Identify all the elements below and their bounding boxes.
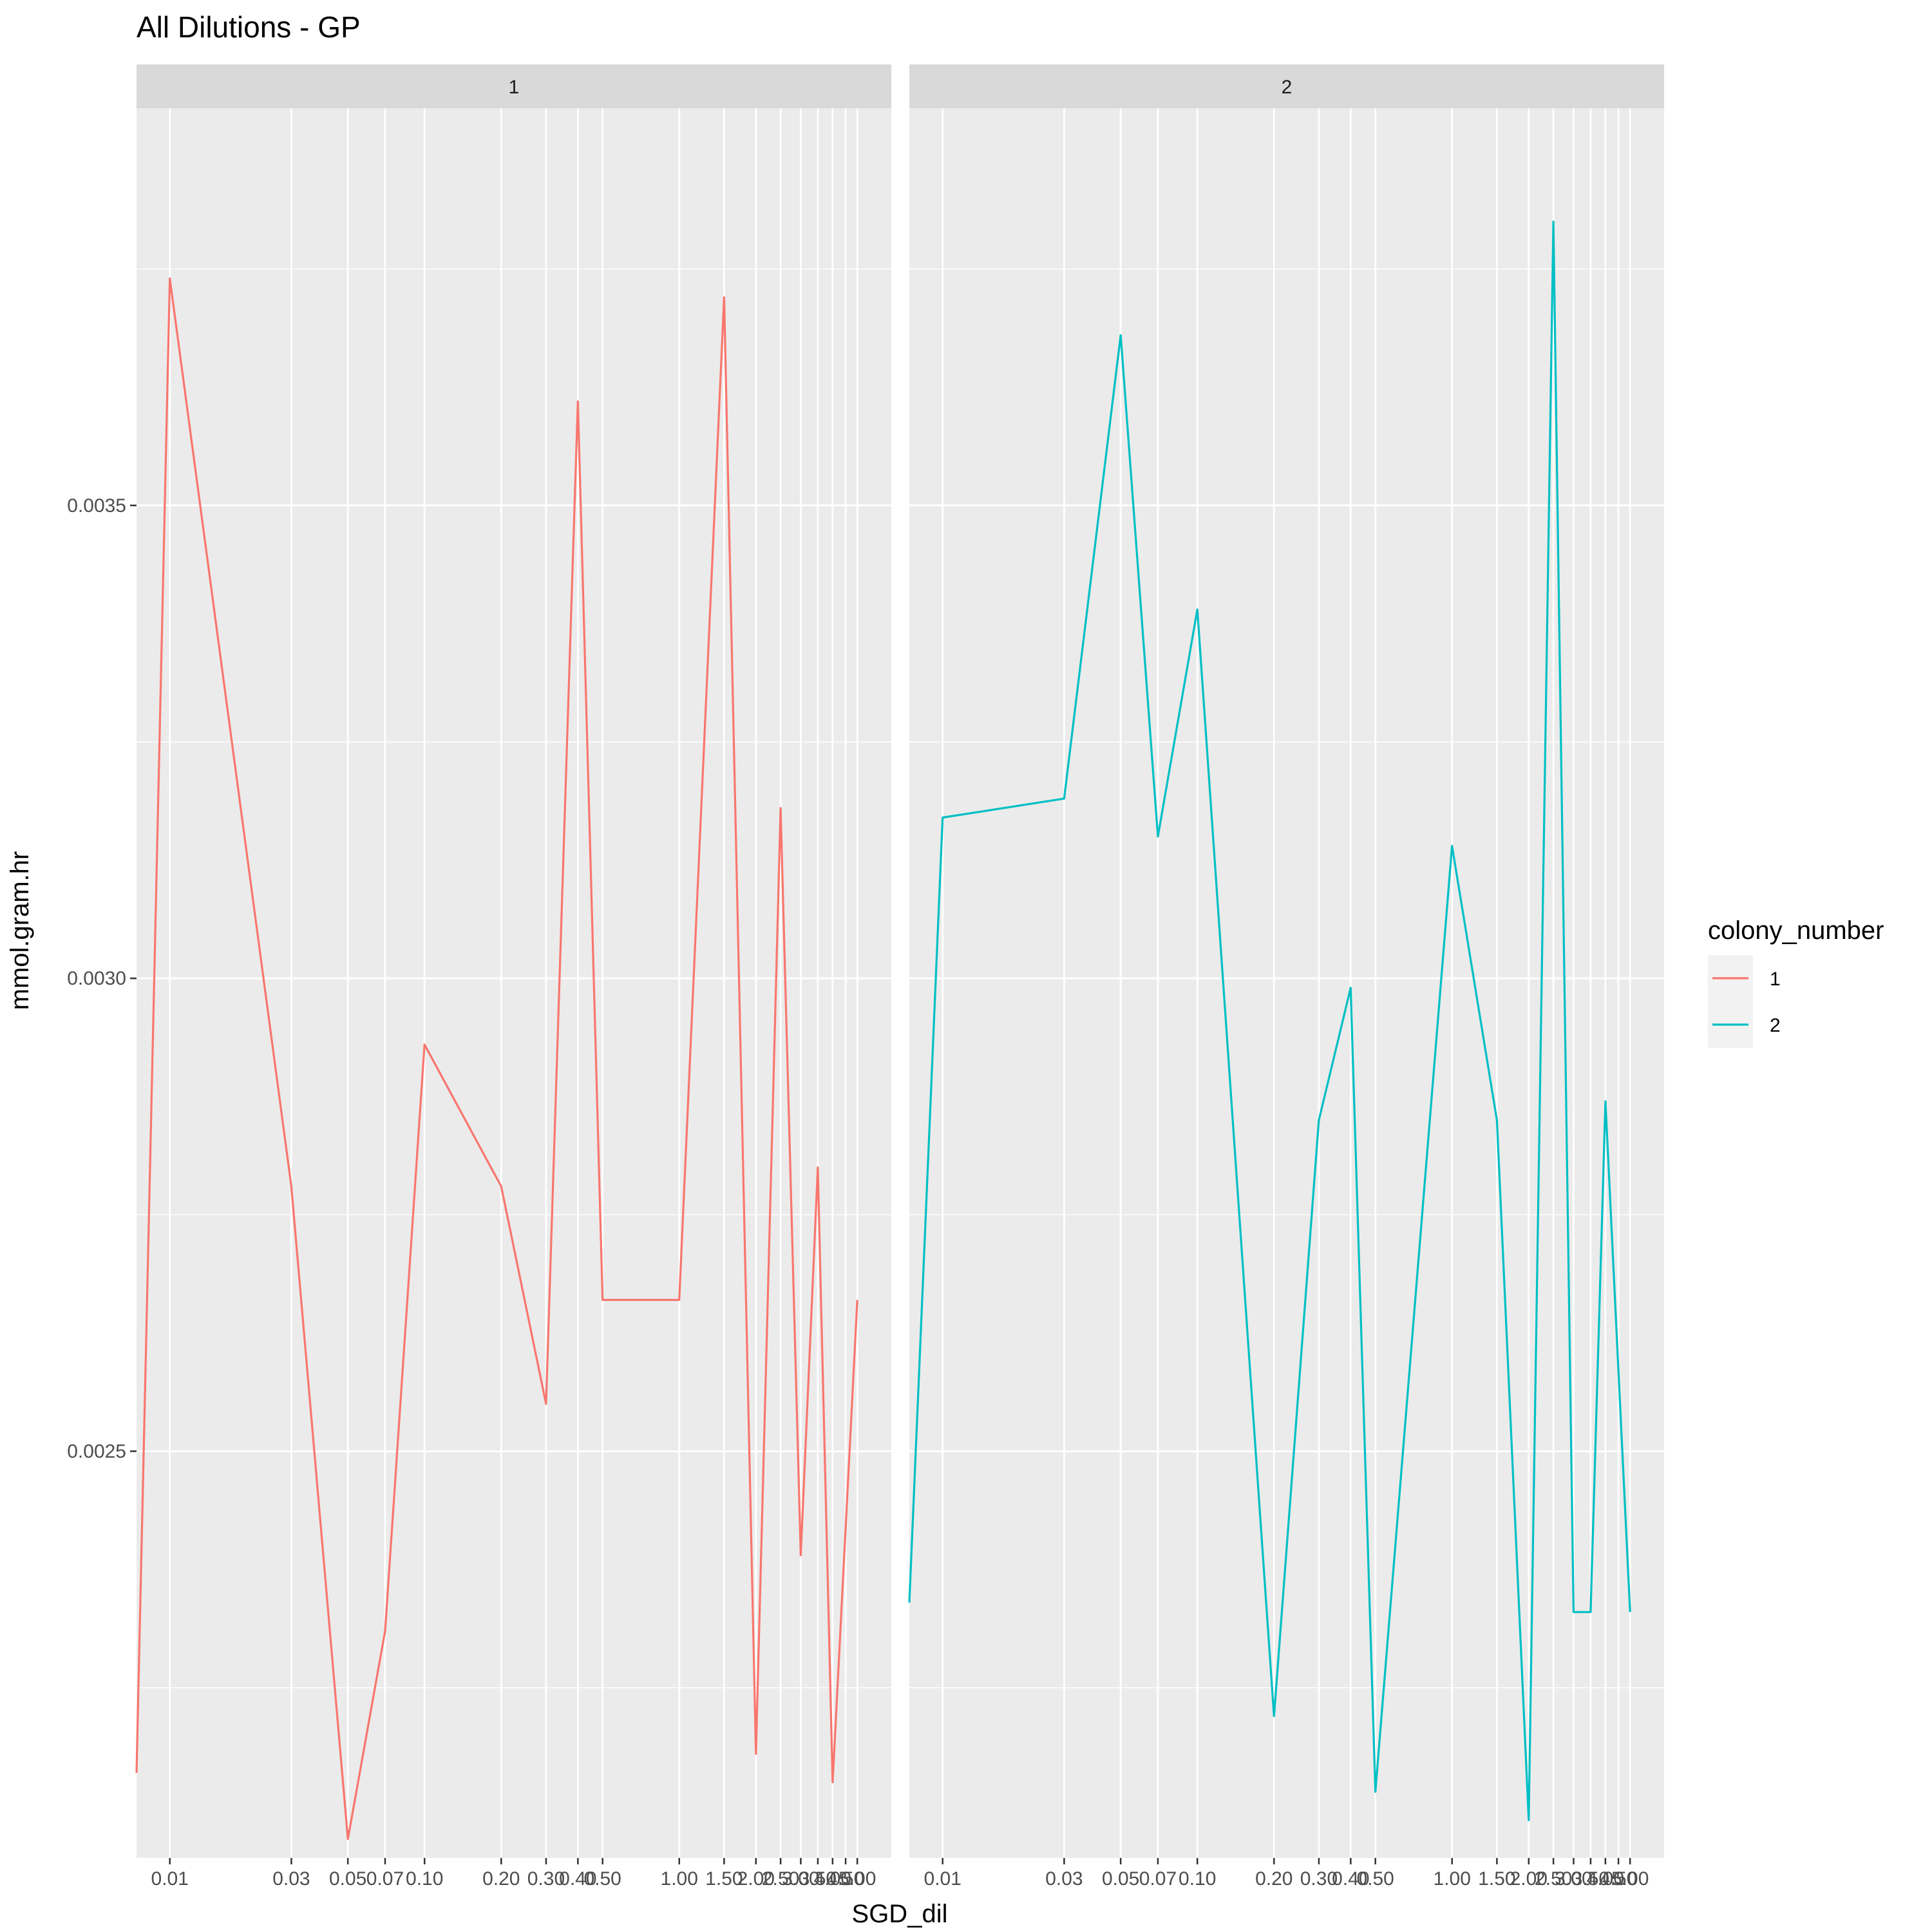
x-tick-label: 2.00 bbox=[1510, 1868, 1548, 1889]
x-tick-label: 3.00 bbox=[782, 1868, 819, 1889]
panel-background-1 bbox=[137, 108, 891, 1858]
x-tick-label: 0.50 bbox=[1356, 1868, 1394, 1889]
x-tick-label: 0.05 bbox=[329, 1868, 366, 1889]
facet-strip-1 bbox=[137, 64, 891, 108]
x-tick-label: 5.00 bbox=[838, 1868, 876, 1889]
x-tick-label: 1.00 bbox=[661, 1868, 698, 1889]
legend-title: colony_number bbox=[1708, 916, 1884, 945]
x-tick-label: 0.30 bbox=[1300, 1868, 1338, 1889]
panel-background-2 bbox=[909, 108, 1664, 1858]
x-axis-1: 0.01 0.03 0.05 0.07 0.10 0.20 0.300.400.50 1.00… bbox=[151, 1858, 876, 1889]
x-tick-label: 0.03 bbox=[272, 1868, 310, 1889]
x-tick-label: 2.50 bbox=[762, 1868, 799, 1889]
x-tick-label: 0.03 bbox=[1045, 1868, 1083, 1889]
legend-keys: 12 bbox=[1708, 955, 1781, 1048]
x-tick-label: 1.50 bbox=[1478, 1868, 1515, 1889]
x-tick-label: 0.07 bbox=[1139, 1868, 1177, 1889]
x-tick-label: 2.00 bbox=[737, 1868, 775, 1889]
x-tick-label: 4.00 bbox=[1587, 1868, 1624, 1889]
panel-1: 1 bbox=[135, 64, 891, 1858]
x-tick-label: 0.40 bbox=[1332, 1868, 1369, 1889]
x-tick-label: 0.10 bbox=[406, 1868, 443, 1889]
x-tick-label: 1.00 bbox=[1434, 1868, 1471, 1889]
x-tick-label: 4.00 bbox=[814, 1868, 851, 1889]
x-tick-label: 0.20 bbox=[482, 1868, 520, 1889]
x-tick-label: 4.50 bbox=[827, 1868, 864, 1889]
x-tick-label: 4.50 bbox=[1600, 1868, 1637, 1889]
x-tick-label: 0.01 bbox=[151, 1868, 189, 1889]
y-axis: 0.0025 0.0030 0.0035 bbox=[67, 495, 137, 1462]
y-tick-label: 0.0035 bbox=[67, 495, 126, 516]
x-tick-label: 1.50 bbox=[705, 1868, 743, 1889]
x-tick-label: 0.07 bbox=[366, 1868, 404, 1889]
x-tick-label: 0.20 bbox=[1255, 1868, 1293, 1889]
x-tick-label: 0.05 bbox=[1102, 1868, 1139, 1889]
series-line-1 bbox=[135, 277, 858, 1841]
y-axis-title: mmol.gram.hr bbox=[6, 851, 34, 1010]
x-tick-label: 2.50 bbox=[1535, 1868, 1572, 1889]
facet-strip-label-2: 2 bbox=[1282, 77, 1293, 98]
chart-title: All Dilutions - GP bbox=[137, 10, 361, 44]
x-tick-label: 3.00 bbox=[1555, 1868, 1592, 1889]
x-tick-label: 3.50 bbox=[799, 1868, 837, 1889]
x-tick-label: 3.50 bbox=[1572, 1868, 1609, 1889]
x-tick-label: 0.50 bbox=[583, 1868, 621, 1889]
x-axis-2: 0.01 0.03 0.05 0.07 0.10 0.20 0.300.400.50 1.00… bbox=[924, 1858, 1649, 1889]
y-tick-label: 0.0030 bbox=[67, 968, 126, 989]
x-tick-label: 0.30 bbox=[527, 1868, 565, 1889]
x-axis-title: SGD_dil bbox=[852, 1900, 948, 1928]
legend: colony_number 12 bbox=[1708, 916, 1884, 1048]
facet-strip-label-1: 1 bbox=[509, 77, 520, 98]
panel-2: 2 bbox=[908, 64, 1664, 1858]
series-line-2 bbox=[908, 220, 1631, 1821]
legend-label-2: 2 bbox=[1770, 1015, 1781, 1036]
y-tick-label: 0.0025 bbox=[67, 1441, 126, 1462]
x-tick-label: 5.00 bbox=[1611, 1868, 1649, 1889]
x-axes: 0.01 0.03 0.05 0.07 0.10 0.20 0.300.400.50 1.00… bbox=[151, 1858, 1649, 1889]
x-tick-label: 0.01 bbox=[924, 1868, 961, 1889]
facet-strip-2 bbox=[909, 64, 1664, 108]
x-tick-label: 0.40 bbox=[559, 1868, 596, 1889]
legend-label-1: 1 bbox=[1770, 969, 1781, 990]
x-tick-label: 0.10 bbox=[1179, 1868, 1216, 1889]
